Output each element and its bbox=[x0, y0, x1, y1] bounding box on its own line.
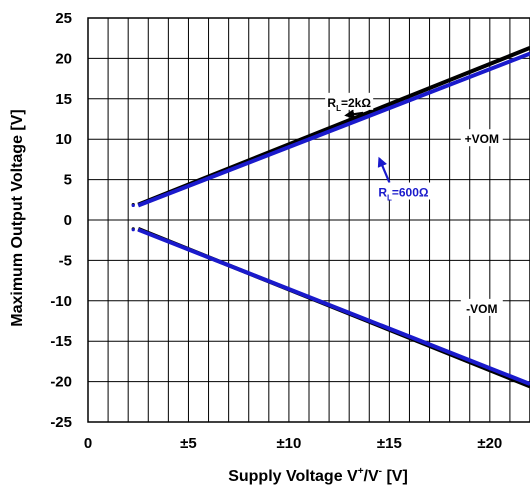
annotations: RL=2kΩ RL=600Ω +VOM -VOM bbox=[325, 92, 503, 316]
x-tick-label: ±15 bbox=[377, 435, 402, 452]
y-axis-title: Maximum Output Voltage [V] bbox=[9, 109, 26, 326]
y-tick-label: 5 bbox=[64, 172, 72, 189]
tick-labels: 25 20 15 10 5 0 -5 -10 -15 -20 -25 0 ±5 ±10 ±15 ±20 bbox=[50, 10, 502, 452]
annotation-bg bbox=[325, 92, 374, 110]
annotation-rl600: RL=600Ω bbox=[378, 186, 429, 203]
x-tick-label: ±20 bbox=[477, 435, 502, 452]
series-line-1 bbox=[137, 51, 530, 208]
plot-frame bbox=[87, 17, 530, 423]
annotation-vom-neg: -VOM bbox=[466, 302, 497, 316]
y-tick-label: 25 bbox=[55, 10, 72, 27]
y-tick-label: -25 bbox=[50, 414, 72, 431]
x-tick-label: ±5 bbox=[180, 435, 197, 452]
annotation-bg bbox=[375, 182, 432, 200]
x-tick-label: 0 bbox=[84, 435, 92, 452]
annotation-rl2k: RL=2kΩ bbox=[327, 96, 371, 113]
y-tick-label: 20 bbox=[55, 50, 72, 67]
y-tick-label: 10 bbox=[55, 131, 72, 148]
y-tick-label: 15 bbox=[55, 91, 72, 108]
annotation-bg bbox=[460, 129, 503, 147]
annotation-arrow-rl2k bbox=[344, 109, 364, 120]
grid bbox=[87, 17, 530, 423]
annotation-bg bbox=[460, 298, 503, 316]
annotation-arrow-rl600 bbox=[377, 156, 391, 183]
x-tick-label: ±10 bbox=[276, 435, 301, 452]
series-start-marker bbox=[131, 203, 135, 208]
series-group bbox=[131, 46, 530, 389]
series-line-3 bbox=[137, 227, 530, 386]
series-start-marker bbox=[131, 228, 135, 232]
y-tick-label: 0 bbox=[64, 212, 72, 229]
x-axis-title: Supply Voltage V+/V- [V] bbox=[228, 466, 408, 485]
y-tick-label: -10 bbox=[50, 293, 72, 310]
y-tick-label: -5 bbox=[59, 252, 72, 269]
y-tick-label: -20 bbox=[50, 374, 72, 391]
annotation-vom-pos: +VOM bbox=[465, 132, 499, 146]
y-tick-label: -15 bbox=[50, 333, 72, 350]
